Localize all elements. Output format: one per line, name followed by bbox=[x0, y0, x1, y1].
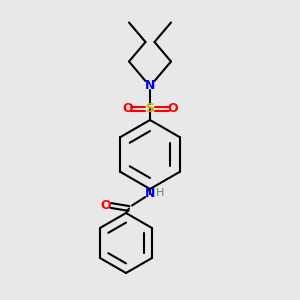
Text: N: N bbox=[145, 187, 155, 200]
Text: O: O bbox=[122, 102, 133, 116]
Text: O: O bbox=[100, 199, 111, 212]
Text: O: O bbox=[167, 102, 178, 116]
Text: N: N bbox=[145, 79, 155, 92]
Text: S: S bbox=[146, 102, 154, 116]
Text: H: H bbox=[155, 188, 164, 199]
